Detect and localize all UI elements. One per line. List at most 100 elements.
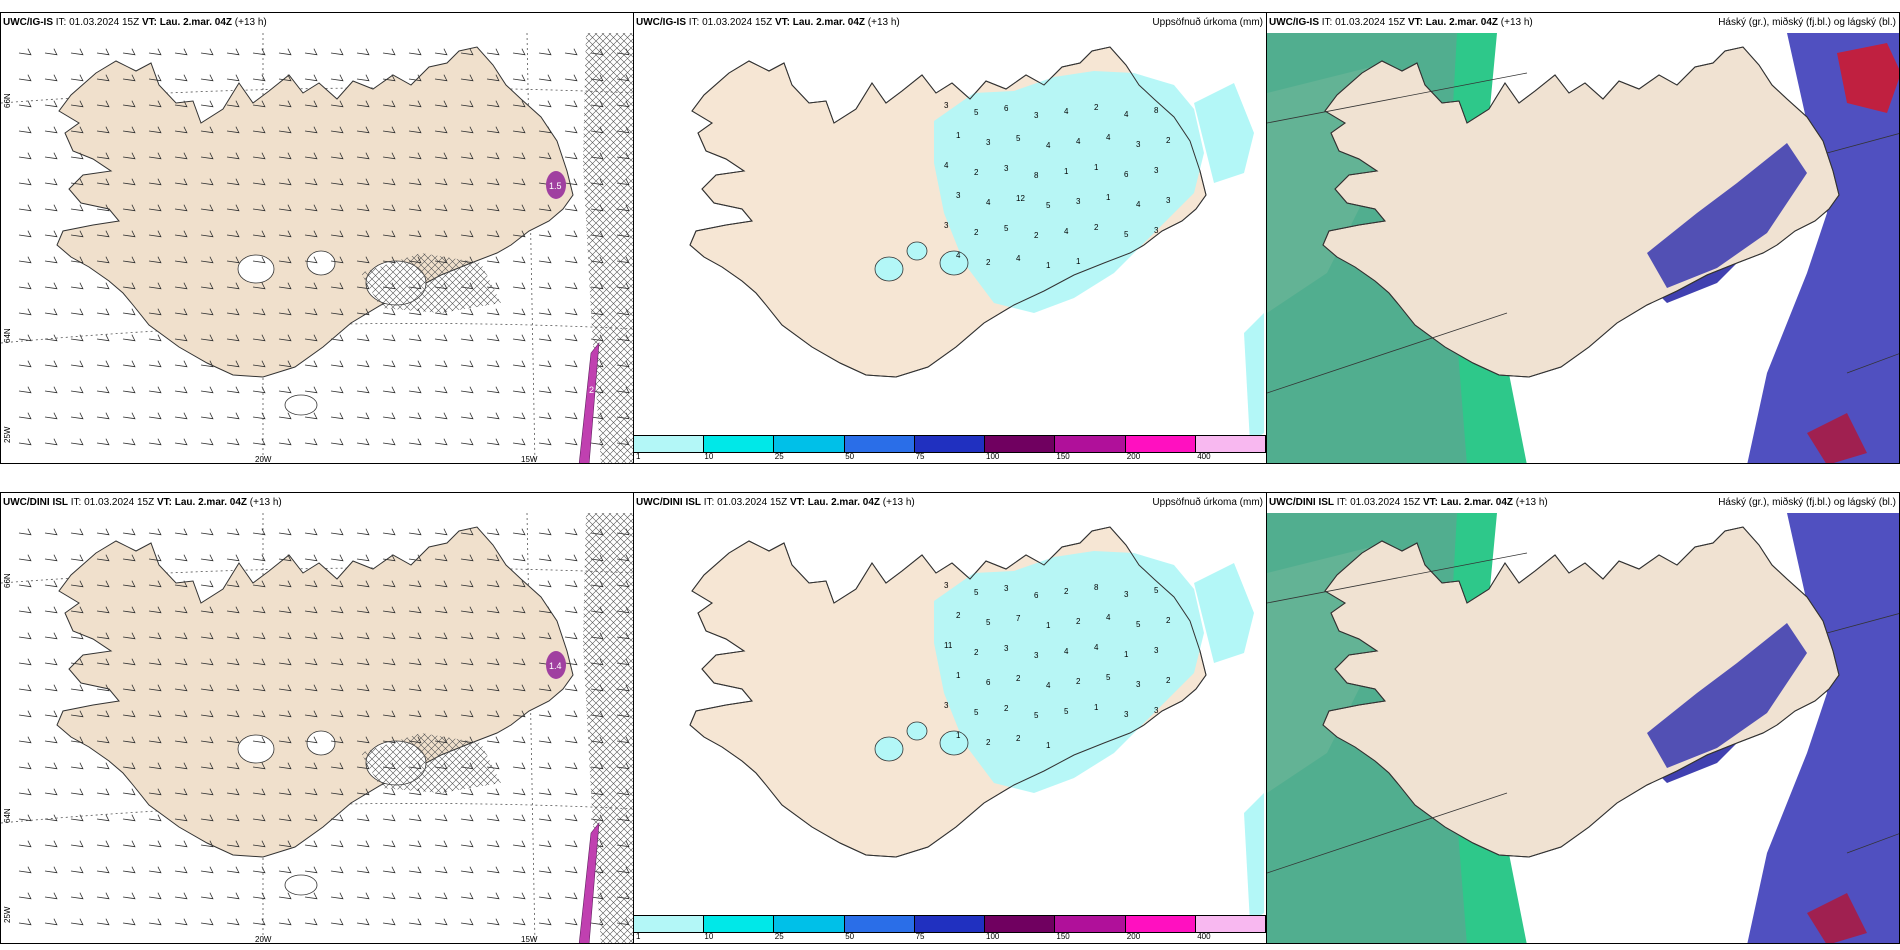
precip-value-label: 5	[1016, 134, 1021, 143]
precip-value-label: 6	[1034, 591, 1039, 600]
precip-value-label: 1	[1046, 261, 1051, 270]
precip-value-label: 4	[1064, 107, 1069, 116]
colorbar-cell	[844, 916, 915, 932]
panel-precip-row2: UWC/DINI ISL IT: 01.03.2024 15Z VT: Lau.…	[633, 492, 1267, 944]
precip-value-label: 1	[1046, 741, 1051, 750]
precip-value-label: 3	[1004, 584, 1009, 593]
panel-precip-row1: UWC/IG-IS IT: 01.03.2024 15Z VT: Lau. 2.…	[633, 12, 1267, 464]
precip-value-label: 4	[956, 251, 961, 260]
colorbar-tick-label: 75	[915, 452, 925, 461]
precip-value-label: 2	[1016, 734, 1021, 743]
colorbar-tick-label: 50	[845, 932, 855, 941]
cloud-map	[1267, 513, 1899, 943]
precip-value-label: 6	[1124, 170, 1129, 179]
colorbar-tick-label: 200	[1126, 452, 1141, 461]
precip-value-label: 2	[1166, 136, 1171, 145]
precip-value-label: 1	[1094, 163, 1099, 172]
panel-header: UWC/IG-IS IT: 01.03.2024 15Z VT: Lau. 2.…	[636, 17, 900, 28]
colorbar-cell	[704, 436, 775, 452]
panel-title: Uppsöfnuð úrkoma (mm)	[1152, 17, 1263, 28]
precip-value-label: 2	[974, 168, 979, 177]
precip-value-label: 4	[1046, 141, 1051, 150]
precip-value-label: 4	[1076, 137, 1081, 146]
precip-value-label: 3	[944, 101, 949, 110]
colorbar-tick-label: 1	[636, 452, 641, 461]
lon-label-20w: 20W	[255, 935, 272, 944]
panel-header: UWC/DINI ISL IT: 01.03.2024 15Z VT: Lau.…	[1269, 497, 1548, 508]
colorbar-tick-label: 200	[1126, 932, 1141, 941]
precip-value-label: 2	[1094, 103, 1099, 112]
colorbar-tick-label: 100	[986, 452, 1000, 461]
colorbar-cell	[1055, 436, 1126, 452]
colorbar: 1 10 25 50 75 100 150 200 400	[634, 915, 1266, 943]
precip-value-label: 2	[1004, 704, 1009, 713]
colorbar-tick-label: 50	[845, 452, 855, 461]
precip-value-label: 5	[1154, 586, 1159, 595]
precip-value-label: 2	[974, 648, 979, 657]
precip-value-label: 3	[944, 221, 949, 230]
precip-value-label: 4	[1016, 254, 1021, 263]
colorbar-cell	[914, 916, 986, 932]
precip-value-label: 7	[1016, 614, 1021, 623]
precip-value-label: 5	[1046, 201, 1051, 210]
lat-label-64n: 64N	[3, 808, 12, 823]
panel-wind-row1: UWC/IG-IS IT: 01.03.2024 15Z VT: Lau. 2.…	[0, 12, 634, 464]
panel-header: UWC/IG-IS IT: 01.03.2024 15Z VT: Lau. 2.…	[1269, 17, 1533, 28]
colorbar-cell	[704, 916, 775, 932]
wind-map: 1.4	[1, 512, 633, 943]
precip-value-label: 3	[1004, 164, 1009, 173]
precip-value-label: 5	[986, 618, 991, 627]
precip-value-label: 3	[1154, 226, 1159, 235]
precip-value-label: 8	[1094, 583, 1099, 592]
precip-value-label: 1	[1124, 650, 1129, 659]
precip-value-label: 6	[986, 678, 991, 687]
precip-value-label: 4	[986, 198, 991, 207]
colorbar-tick-label: 10	[704, 932, 714, 941]
colorbar-cell	[1055, 916, 1126, 932]
precip-value-label: 3	[1136, 680, 1141, 689]
colorbar-cell	[985, 436, 1056, 452]
precip-value-label: 3	[1034, 111, 1039, 120]
precip-value-label: 4	[1106, 133, 1111, 142]
panel-title: Uppsöfnuð úrkoma (mm)	[1152, 497, 1263, 508]
precip-value-label: 2	[974, 228, 979, 237]
colorbar-tick-label: 150	[1056, 932, 1070, 941]
precip-value-label: 1	[1046, 621, 1051, 630]
precip-value-label: 3	[1076, 197, 1081, 206]
precip-value-label: 4	[1124, 110, 1129, 119]
precip-value-label: 5	[1034, 711, 1039, 720]
wind-marker-label: 1.5	[549, 181, 562, 191]
precip-value-label: 5	[1004, 224, 1009, 233]
panel-wind-row2: UWC/DINI ISL IT: 01.03.2024 15Z VT: Lau.…	[0, 492, 634, 944]
colorbar-tick-label: 150	[1056, 452, 1070, 461]
colorbar-cell	[774, 916, 845, 932]
wind-marker-label: 2	[589, 385, 594, 395]
precip-value-label: 3	[1166, 196, 1171, 205]
precip-value-label: 2	[1076, 677, 1081, 686]
colorbar-cell	[774, 436, 845, 452]
colorbar-tick-label: 1	[636, 932, 641, 941]
lat-label-64n: 64N	[3, 328, 12, 343]
precip-value-label: 5	[1124, 230, 1129, 239]
precip-map: 35 63 4 24 813 54 4 43 242 38 1 16 334 125 3 14 332 52 4 25…	[689, 46, 1264, 443]
precip-value-label: 3	[1034, 651, 1039, 660]
colorbar-cell	[985, 916, 1056, 932]
colorbar-cell	[1195, 916, 1266, 932]
precip-value-label: 3	[1124, 710, 1129, 719]
panel-header: UWC/IG-IS IT: 01.03.2024 15Z VT: Lau. 2.…	[3, 17, 267, 28]
precip-value-label: 8	[1154, 106, 1159, 115]
precip-value-label: 3	[1124, 590, 1129, 599]
panel-title: Háský (gr.), miðský (fj.bl.) og lágský (…	[1718, 17, 1896, 28]
colorbar: 1 10 25 50 75 100 150 200 400	[634, 435, 1266, 463]
lat-label-25w: 25W	[3, 906, 12, 923]
colorbar-cell	[634, 916, 705, 932]
colorbar-cell	[1125, 916, 1196, 932]
precip-value-label: 1	[956, 671, 961, 680]
precip-value-label: 1	[1064, 167, 1069, 176]
precip-value-label: 2	[1076, 617, 1081, 626]
panel-cloud-row1: UWC/IG-IS IT: 01.03.2024 15Z VT: Lau. 2.…	[1266, 12, 1900, 464]
lat-label-66n: 66N	[3, 93, 12, 108]
precip-value-label: 4	[1064, 227, 1069, 236]
precip-value-label: 2	[1034, 231, 1039, 240]
